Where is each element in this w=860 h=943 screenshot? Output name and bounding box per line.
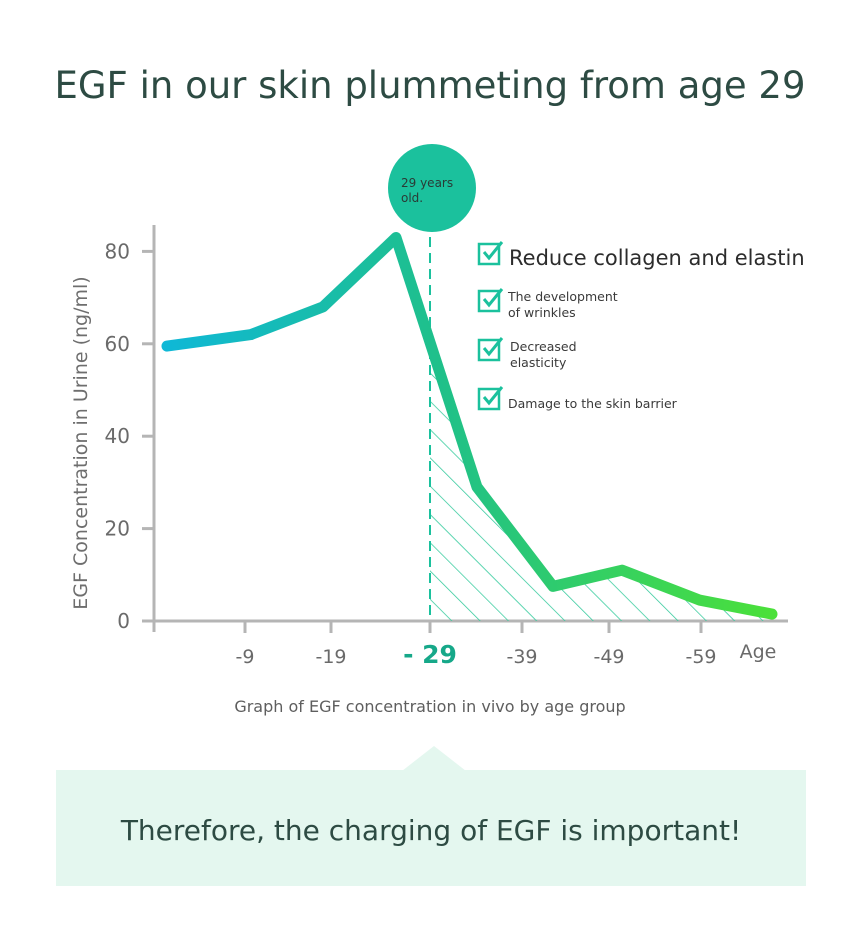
checkbox-icon	[477, 386, 504, 411]
y-axis-title: EGF Concentration in Urine (ng/ml)	[70, 276, 92, 609]
checkbox-icon	[477, 288, 504, 313]
post-29-shaded-area	[430, 342, 772, 621]
checklist-item-1-text: Reduce collagen and elastin	[509, 246, 805, 270]
y-tick-label: 80	[105, 239, 130, 263]
chart-caption: Graph of EGF concentration in vivo by ag…	[234, 697, 626, 716]
egf-line-chart: EGF Concentration in Urine (ng/ml) 0 20 40…	[70, 144, 805, 669]
x-tick-label: -59	[685, 646, 716, 668]
checklist-item: Decreased elasticity	[477, 337, 577, 370]
egf-series-line	[161, 232, 778, 620]
checklist-item: Damage to the skin barrier	[477, 386, 678, 411]
checklist-item-3-line-1: Decreased	[510, 339, 577, 354]
x-tick-label: -9	[236, 646, 255, 668]
banner-pointer	[402, 746, 466, 771]
checklist-item-2-line-1: The development	[507, 289, 618, 304]
page-title: EGF in our skin plummeting from age 29	[54, 64, 806, 107]
checklist: Reduce collagen and elastin The developm…	[477, 241, 805, 411]
conclusion-text: Therefore, the charging of EGF is import…	[120, 814, 742, 847]
y-tick-label: 40	[105, 424, 130, 448]
y-tick-label: 0	[117, 609, 130, 633]
checkbox-icon	[477, 241, 504, 266]
checkbox-icon	[477, 337, 504, 362]
x-tick-label: -19	[315, 646, 346, 668]
y-tick-label: 60	[105, 332, 130, 356]
marker-label-line-1: 29 years	[401, 176, 453, 190]
marker-label-line-2: old.	[401, 191, 423, 205]
checklist-item: Reduce collagen and elastin	[477, 241, 805, 270]
x-tick-label: -39	[506, 646, 537, 668]
x-axis-title: Age	[740, 641, 777, 663]
y-tick-label: 20	[105, 517, 130, 541]
checklist-item-4-text: Damage to the skin barrier	[508, 396, 678, 411]
x-tick-label: -49	[593, 646, 624, 668]
checklist-item-3-line-2: elasticity	[510, 355, 567, 370]
checklist-item: The development of wrinkles	[477, 288, 618, 320]
checklist-item-2-line-2: of wrinkles	[508, 305, 576, 320]
conclusion-banner	[56, 770, 806, 886]
age-29-marker-circle	[388, 144, 476, 232]
x-tick-label: - 29	[403, 640, 457, 669]
